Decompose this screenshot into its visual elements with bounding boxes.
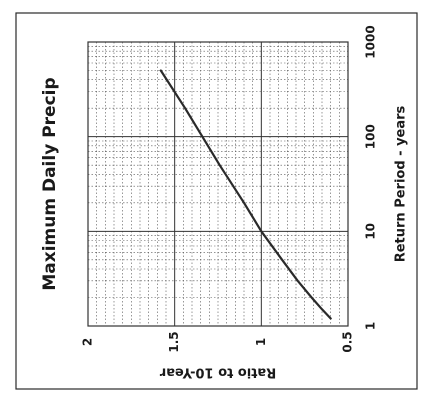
series-line bbox=[159, 69, 332, 320]
y-axis-title: Ratio to 10-Year bbox=[159, 365, 276, 380]
x-axis-tick-labels: 1 10 100 1000 bbox=[364, 25, 378, 330]
x-tick-label: 1000 bbox=[364, 25, 378, 58]
y-tick-label: 1 bbox=[254, 338, 268, 346]
y-tick-label: 1.5 bbox=[167, 331, 181, 352]
figure-border bbox=[15, 12, 418, 390]
series-layer bbox=[159, 69, 332, 320]
x-tick-label: 10 bbox=[364, 223, 378, 240]
y-tick-label: 0.5 bbox=[341, 331, 355, 352]
minor-grid bbox=[88, 42, 348, 326]
y-axis-tick-labels: 2 1.5 1 0.5 bbox=[81, 331, 355, 352]
x-tick-label: 1 bbox=[364, 322, 378, 330]
y-tick-label: 2 bbox=[81, 338, 95, 346]
x-axis-title: Return Period - years bbox=[394, 105, 409, 262]
x-tick-label: 100 bbox=[364, 124, 378, 149]
plot-area-frame bbox=[87, 41, 349, 327]
chart-title: Maximum Daily Precip bbox=[40, 77, 60, 290]
